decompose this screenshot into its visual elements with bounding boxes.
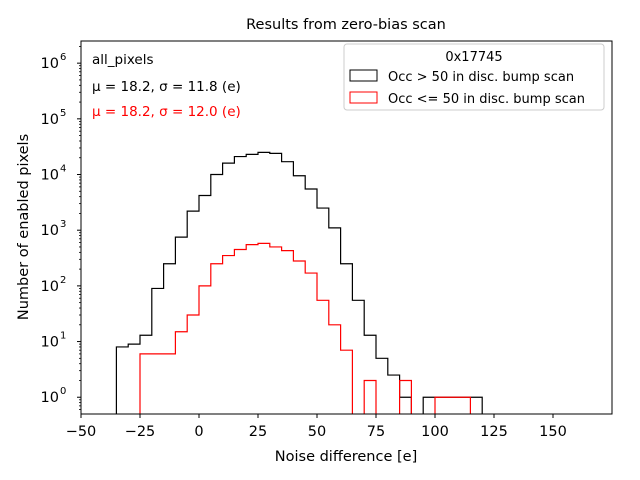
y-tick-label: 10 <box>41 279 59 295</box>
x-tick-label: −50 <box>66 424 97 440</box>
x-tick-label: 125 <box>480 424 508 440</box>
legend-title: 0x17745 <box>445 50 502 65</box>
y-tick-exponent: 6 <box>60 52 66 63</box>
y-tick-exponent: 3 <box>60 219 66 230</box>
y-tick-label: 10 <box>41 223 59 239</box>
x-tick-label: 150 <box>539 424 567 440</box>
y-tick-label: 10 <box>41 335 59 351</box>
x-tick-label: 0 <box>194 424 203 440</box>
x-axis: −50 −25 0 25 50 75 100 125 150 <box>66 414 567 440</box>
legend-entry-red: Occ <= 50 in disc. bump scan <box>388 92 585 107</box>
legend-entry-black: Occ > 50 in disc. bump scan <box>388 70 574 85</box>
y-tick-exponent: 2 <box>60 275 66 286</box>
annotation-label: all_pixels <box>92 52 154 68</box>
x-tick-label: 100 <box>421 424 449 440</box>
y-tick-label: 10 <box>41 390 59 406</box>
annotation-black-stats: μ = 18.2, σ = 11.8 (e) <box>92 79 241 95</box>
y-tick-exponent: 1 <box>60 331 66 342</box>
chart-title: Results from zero-bias scan <box>246 17 446 33</box>
x-tick-label: 75 <box>367 424 385 440</box>
legend-swatch-black <box>349 69 378 82</box>
annotation-red-stats: μ = 18.2, σ = 12.0 (e) <box>92 104 241 120</box>
legend-swatch-red <box>349 91 378 104</box>
plot-frame <box>80 40 613 415</box>
histogram-series-1 <box>139 242 471 414</box>
y-tick-label: 10 <box>41 56 59 72</box>
x-tick-label: 50 <box>308 424 326 440</box>
y-tick-label: 10 <box>41 168 59 184</box>
y-tick-label: 10 <box>41 112 59 128</box>
y-tick-exponent: 5 <box>60 108 66 119</box>
y-axis-label: Number of enabled pixels <box>16 134 32 320</box>
legend-box <box>343 43 605 111</box>
x-tick-label: −25 <box>125 424 156 440</box>
x-tick-label: 25 <box>249 424 267 440</box>
legend: 0x17745 Occ > 50 in disc. bump scan Occ … <box>343 43 605 111</box>
y-tick-exponent: 0 <box>60 386 66 397</box>
x-axis-label: Noise difference [e] <box>275 449 417 465</box>
series-layer <box>115 151 483 414</box>
y-tick-exponent: 4 <box>60 164 66 175</box>
